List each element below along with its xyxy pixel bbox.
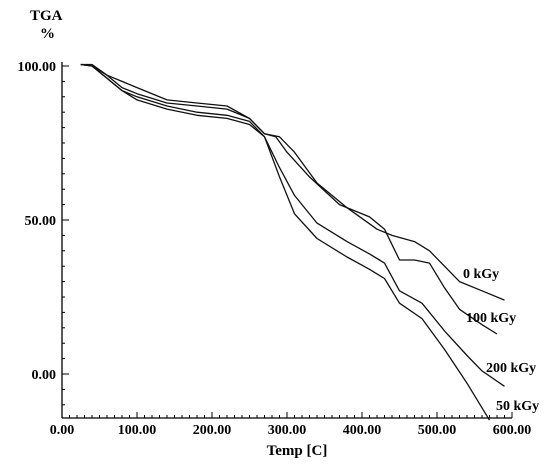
y-axis-title: TGA	[30, 8, 63, 24]
x-tick-label: 400.00	[343, 423, 382, 438]
x-tick-label: 100.00	[118, 423, 157, 438]
series-line-3	[80, 63, 491, 421]
axes	[61, 62, 512, 419]
x-tick-label: 200.00	[193, 423, 232, 438]
series-line-1	[80, 63, 498, 335]
series-line-0	[80, 63, 505, 301]
series-line-2	[80, 63, 505, 387]
labels: TGA % Temp [C]	[30, 8, 327, 459]
y-tick-label: 100.00	[18, 60, 57, 75]
series-label-3: 50 kGy	[496, 399, 539, 414]
series-label-2: 200 kGy	[486, 361, 536, 376]
y-tick-label: 50.00	[25, 214, 57, 229]
ticks: 0.00 100.00 200.00 300.00 400.00 500.00 600.00…	[18, 60, 532, 438]
x-tick-label: 500.00	[418, 423, 457, 438]
x-axis-title: Temp [C]	[267, 443, 328, 459]
series-lines: 0 kGy 100 kGy 200 kGy 50 kGy	[80, 63, 539, 421]
series-label-1: 100 kGy	[466, 311, 516, 326]
x-tick-label: 600.00	[493, 423, 532, 438]
x-tick-label: 300.00	[268, 423, 307, 438]
x-tick-label: 0.00	[50, 423, 75, 438]
y-tick-label: 0.00	[32, 368, 57, 383]
series-label-0: 0 kGy	[463, 267, 499, 282]
y-axis-unit: %	[40, 26, 55, 42]
